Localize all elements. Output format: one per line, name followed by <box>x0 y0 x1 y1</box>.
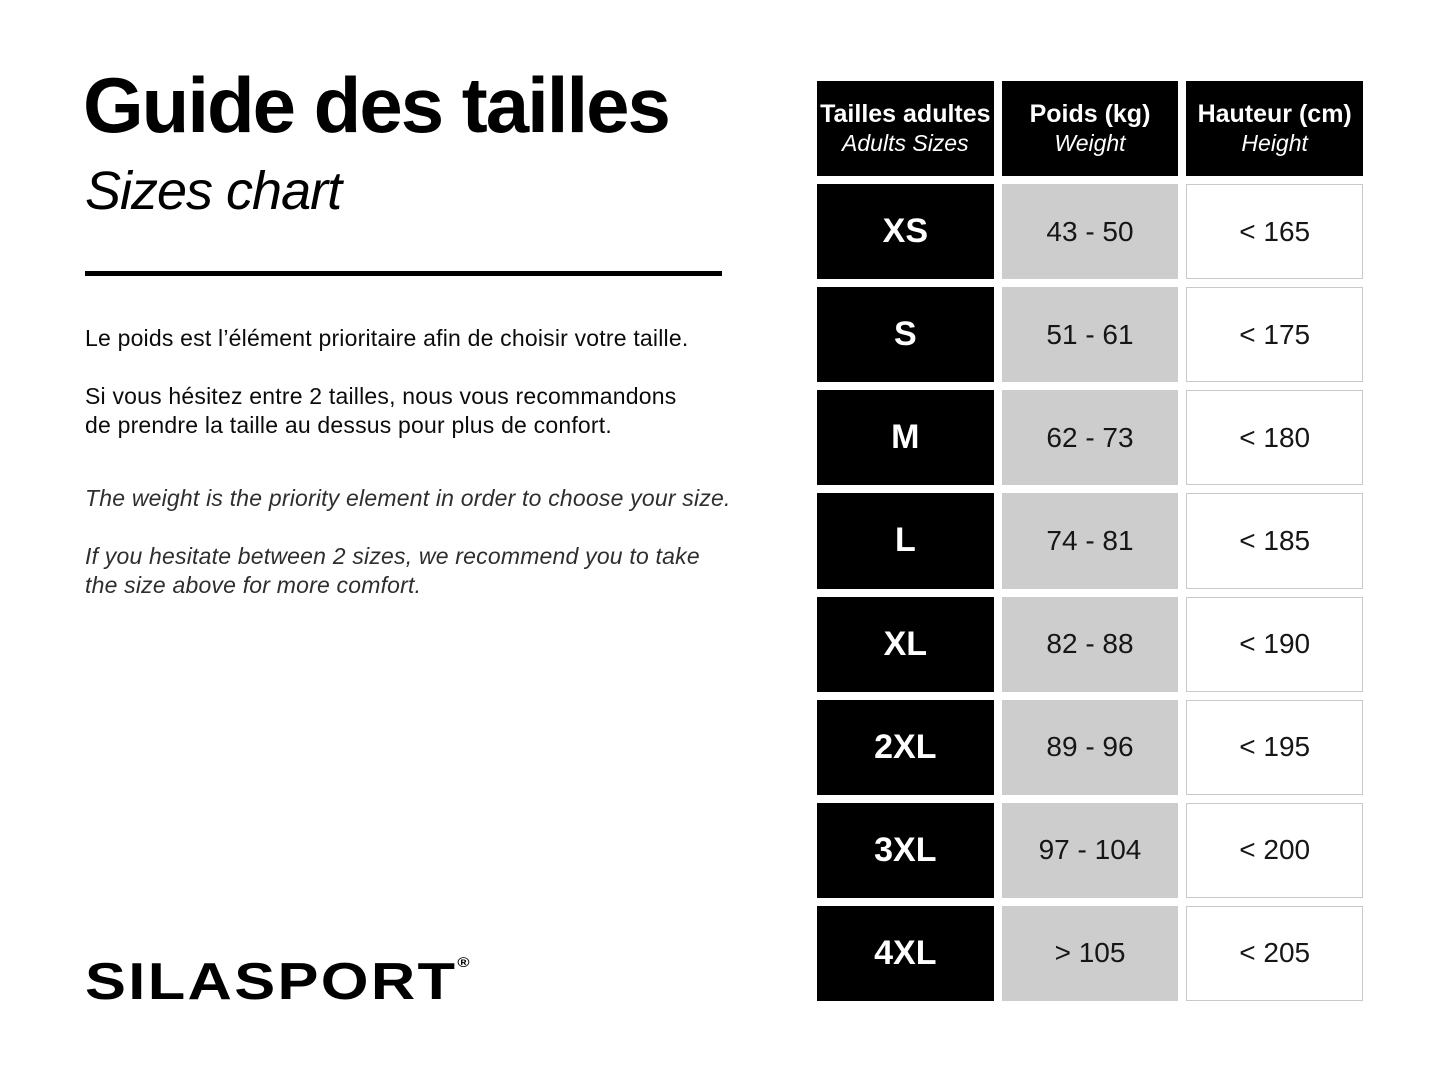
height-cell: < 180 <box>1186 390 1363 486</box>
size-cell: 3XL <box>817 802 994 898</box>
divider-line <box>85 271 722 276</box>
height-cell: < 185 <box>1186 493 1363 589</box>
silasport-logo: SILASPORT® <box>85 952 470 1012</box>
weight-cell: 82 - 88 <box>1001 596 1179 692</box>
page-title: Guide des tailles <box>83 61 671 149</box>
height-cell: < 205 <box>1186 905 1363 1001</box>
brand-wordmark: SILASPORT <box>85 953 458 1011</box>
weight-cell: 51 - 61 <box>1001 287 1179 383</box>
column-header-height: Hauteur (cm) Height <box>1186 81 1363 177</box>
page-subtitle: Sizes chart <box>85 161 342 221</box>
column-header-weight: Poids (kg) Weight <box>1001 81 1179 177</box>
sizes-table: Tailles adultes Adults Sizes Poids (kg) … <box>817 81 1363 1001</box>
intro-english-paragraph-2: If you hesitate between 2 sizes, we reco… <box>85 543 700 598</box>
column-header-label-fr: Tailles adultes <box>820 99 991 128</box>
size-cell: 2XL <box>817 699 994 795</box>
column-header-label-en: Adults Sizes <box>842 130 969 157</box>
column-header-label-fr: Poids (kg) <box>1029 99 1151 128</box>
size-cell: XL <box>817 596 994 692</box>
size-cell: S <box>817 287 994 383</box>
intro-english-paragraph-1: The weight is the priority element in or… <box>85 485 731 511</box>
weight-cell: 74 - 81 <box>1001 493 1179 589</box>
column-header-label-en: Height <box>1241 130 1308 157</box>
column-header-adult-sizes: Tailles adultes Adults Sizes <box>817 81 994 177</box>
size-cell: XS <box>817 184 994 280</box>
registered-trademark-symbol: ® <box>457 954 470 970</box>
column-header-label-en: Weight <box>1054 130 1126 157</box>
height-cell: < 195 <box>1186 699 1363 795</box>
height-cell: < 165 <box>1186 184 1363 280</box>
weight-cell: > 105 <box>1001 905 1179 1001</box>
intro-french-paragraph-2: Si vous hésitez entre 2 tailles, nous vo… <box>85 383 677 438</box>
size-cell: 4XL <box>817 905 994 1001</box>
weight-cell: 97 - 104 <box>1001 802 1179 898</box>
size-cell: M <box>817 390 994 486</box>
height-cell: < 190 <box>1186 596 1363 692</box>
column-header-label-fr: Hauteur (cm) <box>1197 99 1352 128</box>
weight-cell: 89 - 96 <box>1001 699 1179 795</box>
weight-cell: 43 - 50 <box>1001 184 1179 280</box>
weight-cell: 62 - 73 <box>1001 390 1179 486</box>
size-cell: L <box>817 493 994 589</box>
intro-french-paragraph-1: Le poids est l’élément prioritaire afin … <box>85 325 689 351</box>
height-cell: < 175 <box>1186 287 1363 383</box>
height-cell: < 200 <box>1186 802 1363 898</box>
